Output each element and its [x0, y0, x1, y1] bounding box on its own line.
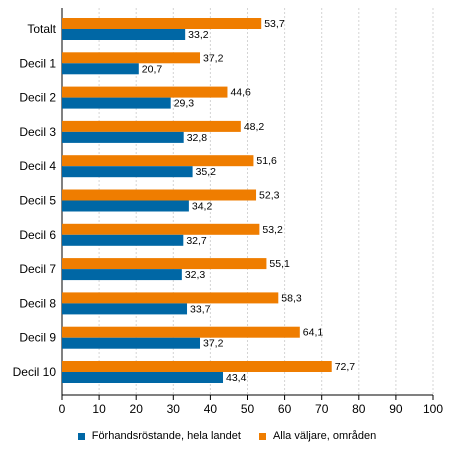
- value-label: 52,3: [259, 190, 280, 202]
- legend-label-alla-valjare: Alla väljare, områden: [272, 430, 377, 442]
- x-tick-label: 20: [130, 402, 144, 416]
- x-tick-label: 100: [423, 402, 443, 416]
- bar-alla-valjare: [62, 155, 254, 167]
- category-label: Decil 3: [19, 125, 56, 139]
- x-tick-label: 70: [315, 402, 329, 416]
- category-label: Decil 5: [19, 194, 56, 208]
- x-tick-label: 50: [241, 402, 255, 416]
- category-label: Decil 7: [19, 262, 56, 276]
- category-label: Decil 4: [19, 159, 56, 173]
- value-label: 20,7: [142, 63, 163, 75]
- bar-alla-valjare: [62, 52, 201, 64]
- bar-forhandsrostande: [62, 63, 139, 75]
- value-label: 72,7: [335, 361, 356, 373]
- value-label: 35,2: [196, 166, 217, 178]
- legend-swatch-blue: [77, 432, 85, 440]
- value-label: 55,1: [269, 258, 290, 270]
- value-label: 37,2: [203, 338, 224, 350]
- value-label: 48,2: [244, 121, 265, 133]
- bar-alla-valjare: [62, 223, 260, 235]
- value-label: 64,1: [303, 327, 324, 339]
- value-label: 32,3: [185, 269, 206, 281]
- x-axis-ticks: 0 10 20 30 40 50 60 70 80 90 100: [59, 394, 443, 416]
- value-label: 29,3: [174, 98, 195, 110]
- category-label: Decil 9: [19, 331, 56, 345]
- category-label: Decil 8: [19, 296, 56, 310]
- legend-item-forhandsrostande: Förhandsröstande, hela landet: [77, 430, 241, 442]
- x-tick-label: 80: [352, 402, 366, 416]
- bar-forhandsrostande: [62, 269, 182, 281]
- bar-alla-valjare: [62, 361, 332, 372]
- category-label: Decil 2: [19, 91, 56, 105]
- value-label: 33,7: [190, 303, 211, 315]
- legend-label-forhandsrostande: Förhandsröstande, hela landet: [91, 430, 241, 442]
- legend-item-alla-valjare: Alla väljare, områden: [258, 430, 377, 442]
- value-label: 32,7: [186, 235, 207, 247]
- bar-forhandsrostande: [62, 97, 171, 109]
- bars: [62, 18, 332, 383]
- value-label: 34,2: [192, 201, 213, 213]
- bar-alla-valjare: [62, 189, 257, 201]
- bar-alla-valjare: [62, 292, 279, 304]
- value-label: 44,6: [230, 87, 251, 99]
- x-tick-label: 60: [278, 402, 292, 416]
- legend-swatch-orange: [258, 432, 266, 440]
- bar-forhandsrostande: [62, 29, 186, 40]
- value-label: 51,6: [256, 155, 277, 167]
- bar-alla-valjare: [62, 120, 241, 132]
- bar-forhandsrostande: [62, 372, 224, 383]
- value-label: 58,3: [281, 292, 302, 304]
- x-tick-label: 0: [59, 402, 66, 416]
- bar-alla-valjare: [62, 326, 300, 338]
- legend: Förhandsröstande, hela landet Alla välja…: [0, 430, 454, 442]
- bar-alla-valjare: [62, 258, 267, 270]
- bar-forhandsrostande: [62, 234, 184, 246]
- x-tick-label: 40: [204, 402, 218, 416]
- value-label: 53,2: [262, 224, 283, 236]
- value-label: 33,2: [188, 29, 209, 41]
- value-labels: 53,7 33,2 37,2 20,7 44,6 29,3 48,2 32,8 51,6 35,2…: [142, 18, 356, 384]
- value-label: 53,7: [264, 18, 285, 30]
- value-label: 32,8: [187, 132, 208, 144]
- bar-forhandsrostande: [62, 166, 193, 178]
- bar-forhandsrostande: [62, 337, 201, 349]
- x-tick-label: 30: [167, 402, 181, 416]
- category-label: Decil 6: [19, 228, 56, 242]
- x-tick-label: 90: [389, 402, 403, 416]
- x-tick-label: 10: [92, 402, 106, 416]
- value-label: 37,2: [203, 52, 224, 64]
- bar-alla-valjare: [62, 18, 262, 29]
- category-label: Totalt: [27, 22, 56, 36]
- value-label: 43,4: [226, 372, 247, 384]
- bar-forhandsrostande: [62, 200, 189, 212]
- bar-alla-valjare: [62, 86, 228, 98]
- bar-forhandsrostande: [62, 303, 188, 315]
- bar-forhandsrostande: [62, 131, 184, 143]
- category-label: Decil 1: [19, 56, 56, 70]
- category-label: Decil 10: [13, 365, 57, 379]
- category-labels: Totalt Decil 1 Decil 2 Decil 3 Decil 4 Decil …: [13, 22, 57, 379]
